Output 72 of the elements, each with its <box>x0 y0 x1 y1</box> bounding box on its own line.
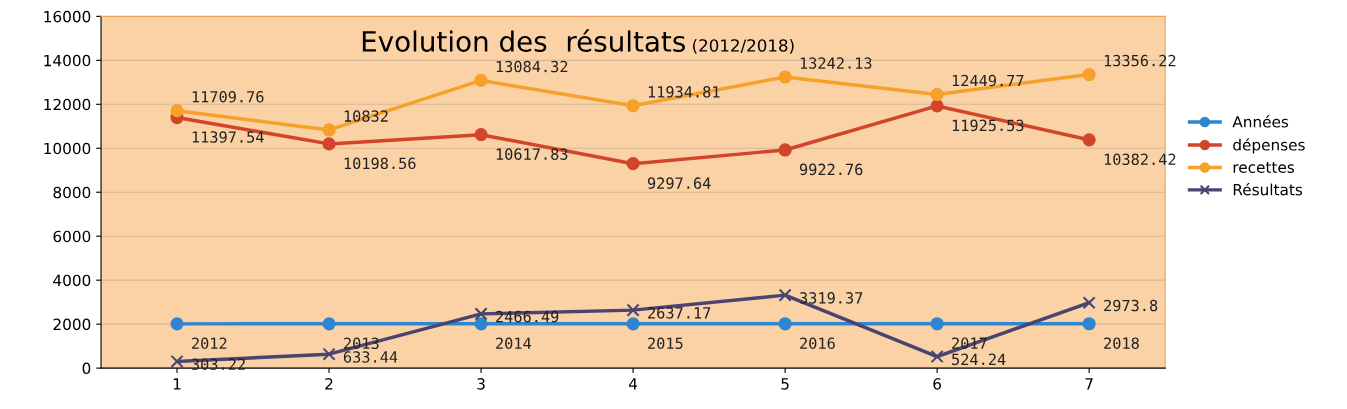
point <box>930 99 944 113</box>
data-label: 2015 <box>648 337 683 350</box>
point <box>322 317 336 331</box>
point <box>778 70 792 84</box>
y-tick-label: 12000 <box>44 98 91 111</box>
data-label: 2637.17 <box>648 307 711 319</box>
legend-label: Résultats <box>1233 182 1303 196</box>
y-tick-label: 2000 <box>53 318 91 331</box>
point <box>1082 133 1096 147</box>
data-label: 11397.54 <box>192 131 264 143</box>
data-label: 2973.8 <box>1104 299 1158 312</box>
y-tick-label: 6000 <box>53 230 91 243</box>
chart-title: Evolution des résultats <box>362 29 685 52</box>
data-label: 10198.56 <box>344 157 416 170</box>
point <box>930 349 944 364</box>
point <box>1082 67 1096 82</box>
point <box>930 317 944 331</box>
legend-label: recettes <box>1233 162 1295 174</box>
data-label: 11925.53 <box>952 119 1024 132</box>
data-label: 13084.32 <box>496 60 568 73</box>
x-tick-label: 6 <box>933 378 942 390</box>
y-tick-label: 10000 <box>44 142 91 155</box>
data-label: 3319.37 <box>800 292 863 304</box>
x-tick-label: 4 <box>628 378 638 390</box>
point <box>778 288 792 302</box>
legend-label: Années <box>1232 115 1289 128</box>
y-tick-label: 16000 <box>44 10 91 23</box>
point <box>170 104 184 118</box>
x-tick-label: 3 <box>477 378 485 390</box>
data-label: 13242.13 <box>800 57 872 69</box>
point <box>474 307 488 321</box>
data-label: 9922.76 <box>799 163 863 176</box>
point <box>322 347 336 361</box>
x-tick-label: 5 <box>781 378 789 390</box>
point <box>170 317 184 331</box>
point <box>474 73 488 88</box>
data-label: 11709.76 <box>192 91 264 103</box>
point <box>778 143 792 157</box>
data-label: 10617.83 <box>496 148 568 160</box>
point <box>930 87 944 101</box>
y-tick-label: 14000 <box>44 54 91 67</box>
point <box>170 354 184 369</box>
data-label: 633.44 <box>343 351 398 363</box>
data-label: 524.24 <box>952 353 1006 366</box>
y-tick-label: 0 <box>82 362 91 375</box>
point <box>778 317 792 331</box>
text: (2012/2018) <box>693 38 794 54</box>
data-label: 10382.42 <box>1104 153 1176 166</box>
point <box>626 157 640 171</box>
data-label: 12449.77 <box>952 74 1024 87</box>
data-label: 2466.49 <box>496 310 559 323</box>
data-label: 2016 <box>800 337 835 349</box>
point <box>1082 296 1096 310</box>
x-tick-label: 2 <box>325 378 333 390</box>
point <box>626 303 640 317</box>
data-label: 2018 <box>1104 337 1139 349</box>
point <box>626 317 640 331</box>
x-tick-label: 1 <box>173 378 181 390</box>
point <box>626 99 640 113</box>
data-label: 13356.22 <box>1104 54 1176 67</box>
legend-label: dépenses <box>1233 138 1305 154</box>
x-tick-label: 7 <box>1085 378 1093 390</box>
point <box>1082 317 1096 331</box>
point <box>322 123 336 137</box>
y-tick-label: 8000 <box>53 186 91 199</box>
point <box>474 317 488 331</box>
point <box>474 128 488 142</box>
data-label: 9297.64 <box>647 177 711 189</box>
y-tick-label: 4000 <box>53 274 91 287</box>
data-label: 2014 <box>496 337 532 350</box>
point <box>322 137 336 151</box>
data-label: 2012 <box>192 337 227 350</box>
